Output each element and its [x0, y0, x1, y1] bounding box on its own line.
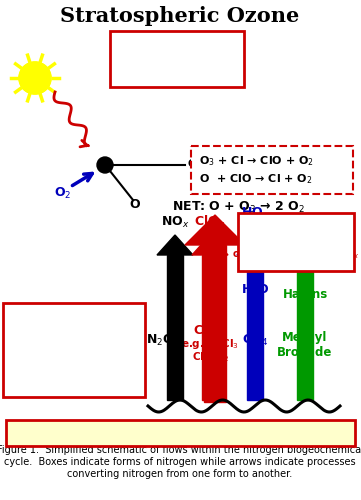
- Text: CFCs: CFCs: [193, 324, 227, 336]
- Text: produced from long–lived: produced from long–lived: [4, 324, 144, 334]
- FancyBboxPatch shape: [191, 146, 353, 194]
- Polygon shape: [157, 235, 193, 255]
- FancyBboxPatch shape: [238, 213, 354, 271]
- Text: stratosphere: stratosphere: [39, 378, 109, 388]
- Text: converting nitrogen from one form to another.: converting nitrogen from one form to ano…: [68, 469, 293, 479]
- Text: Halons: Halons: [282, 288, 328, 300]
- Text: ClO$_x$: ClO$_x$: [194, 214, 226, 230]
- Polygon shape: [185, 215, 245, 245]
- Bar: [204, 245, 226, 402]
- Text: N$_2$O: N$_2$O: [146, 332, 174, 347]
- Bar: [167, 255, 183, 400]
- Text: O$_3$ + Cl → ClO + O$_2$: O$_3$ + Cl → ClO + O$_2$: [199, 154, 314, 168]
- Text: Catalytic Reactions: Catalytic Reactions: [239, 234, 353, 244]
- Text: O + O$_2$→: O + O$_2$→: [187, 157, 239, 171]
- Text: Catalytic agents are: Catalytic agents are: [18, 310, 130, 320]
- FancyBboxPatch shape: [110, 31, 244, 87]
- Text: in the troposphere and: in the troposphere and: [10, 350, 138, 360]
- Text: photolysis of O$_2$: photolysis of O$_2$: [130, 50, 224, 64]
- Text: ( λ < 242 nm): ( λ < 242 nm): [137, 67, 217, 77]
- Bar: [297, 255, 313, 400]
- Text: NO$_x$: NO$_x$: [161, 215, 189, 230]
- FancyBboxPatch shape: [3, 303, 145, 397]
- Text: HO$_x$: HO$_x$: [241, 206, 269, 221]
- Text: CH$_4$: CH$_4$: [242, 332, 268, 347]
- Text: Methyl: Methyl: [282, 332, 328, 344]
- Text: CF$_2$Cl$_2$: CF$_2$Cl$_2$: [192, 350, 229, 364]
- Polygon shape: [192, 235, 228, 255]
- Bar: [202, 255, 218, 400]
- Circle shape: [19, 62, 51, 94]
- Text: BrO$_x$: BrO$_x$: [288, 215, 322, 230]
- Text: O: O: [130, 198, 140, 211]
- Text: cycle.  Boxes indicate forms of nitrogen while arrows indicate processes: cycle. Boxes indicate forms of nitrogen …: [4, 457, 356, 467]
- Text: source gases, released: source gases, released: [11, 337, 137, 347]
- Text: O$_2$: O$_2$: [54, 186, 72, 200]
- Text: Produced by ultraviolet: Produced by ultraviolet: [112, 38, 242, 48]
- Text: H$_2$O: H$_2$O: [241, 282, 269, 298]
- Text: Concentrations of source gases are observed to be increasing: Concentrations of source gases are obser…: [10, 428, 351, 438]
- Circle shape: [97, 157, 113, 173]
- Polygon shape: [287, 235, 323, 255]
- Text: of NO$_x$, HO$_x$, ClO$_x$, BrO$_x$: of NO$_x$, HO$_x$, ClO$_x$, BrO$_x$: [232, 247, 360, 261]
- Text: Bromide: Bromide: [277, 346, 333, 358]
- Bar: [247, 255, 263, 400]
- Text: e.g. CFCl$_3$: e.g. CFCl$_3$: [181, 337, 239, 351]
- Circle shape: [19, 62, 51, 94]
- Text: NET: O + O$_3$ → 2 O$_2$: NET: O + O$_3$ → 2 O$_2$: [172, 200, 305, 214]
- Polygon shape: [237, 235, 273, 255]
- Text: transported to the: transported to the: [23, 364, 125, 374]
- Text: O  + ClO → Cl + O$_2$: O + ClO → Cl + O$_2$: [199, 172, 313, 186]
- FancyBboxPatch shape: [6, 420, 355, 446]
- Text: Destroyed by: Destroyed by: [257, 220, 335, 230]
- Text: Figure 1.  Simplified schematic of flows within the nitrogen biogeochemical: Figure 1. Simplified schematic of flows …: [0, 445, 361, 455]
- Text: Stratospheric Ozone: Stratospheric Ozone: [60, 6, 300, 26]
